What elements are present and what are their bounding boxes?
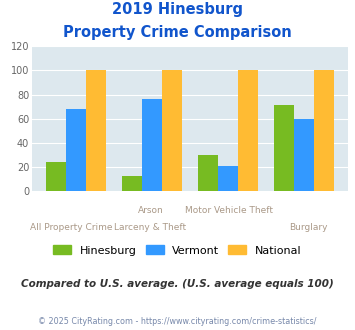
Legend: Hinesburg, Vermont, National: Hinesburg, Vermont, National [49,241,306,260]
Bar [314,70,334,191]
Text: 2019 Hinesburg: 2019 Hinesburg [112,2,243,16]
Bar [122,176,142,191]
Bar [218,166,238,191]
Bar [274,106,294,191]
Text: © 2025 CityRating.com - https://www.cityrating.com/crime-statistics/: © 2025 CityRating.com - https://www.city… [38,317,317,326]
Bar [46,162,66,191]
Text: Motor Vehicle Theft: Motor Vehicle Theft [185,206,273,215]
Bar [86,70,105,191]
Text: Property Crime Comparison: Property Crime Comparison [63,25,292,40]
Bar [142,99,162,191]
Text: Arson: Arson [137,206,163,215]
Bar [66,109,86,191]
Bar [238,70,258,191]
Text: Burglary: Burglary [289,223,328,232]
Bar [162,70,181,191]
Text: Compared to U.S. average. (U.S. average equals 100): Compared to U.S. average. (U.S. average … [21,279,334,289]
Bar [294,119,314,191]
Text: All Property Crime: All Property Crime [30,223,113,232]
Text: Larceny & Theft: Larceny & Theft [114,223,186,232]
Bar [198,155,218,191]
